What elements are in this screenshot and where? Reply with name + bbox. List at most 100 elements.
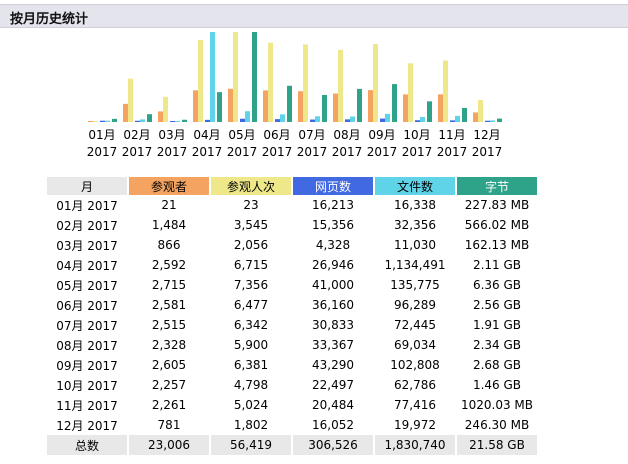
bar-hits-2 xyxy=(140,119,145,122)
cell-month: 10月 2017 xyxy=(56,378,118,393)
cell-visitors: 2,605 xyxy=(151,358,187,372)
col-header-pages: 网页数 xyxy=(293,177,373,195)
bar-visitors-4 xyxy=(193,90,198,122)
bar-pages-9 xyxy=(380,118,385,122)
bar-visits-10 xyxy=(408,63,413,122)
cell-month: 03月 2017 xyxy=(56,238,118,253)
cell-bytes: 2.34 GB xyxy=(472,338,522,352)
bar-visitors-2 xyxy=(123,103,128,122)
x-tick-year: 2017 xyxy=(367,145,398,158)
total-label: 总数 xyxy=(47,435,127,455)
bar-pages-1 xyxy=(100,120,105,122)
x-tick-year: 2017 xyxy=(122,145,153,158)
cell-visitors: 2,592 xyxy=(151,258,187,272)
bar-hits-11 xyxy=(455,115,460,122)
bar-visitors-11 xyxy=(438,94,443,122)
cell-hits: 135,775 xyxy=(390,278,440,292)
table-row: 01月 2017 21 23 16,213 16,338 227.83 MB xyxy=(47,195,537,215)
cell-visits: 5,024 xyxy=(233,398,269,412)
total-hits: 1,830,740 xyxy=(375,435,455,455)
bar-bytes-8 xyxy=(357,88,362,122)
bar-visitors-9 xyxy=(368,90,373,122)
cell-visits: 3,545 xyxy=(233,218,269,232)
bar-pages-12 xyxy=(485,120,490,122)
cell-visits: 1,802 xyxy=(233,418,269,432)
cell-visitors: 2,715 xyxy=(151,278,187,292)
cell-pages: 16,213 xyxy=(312,198,354,212)
x-tick-year: 2017 xyxy=(157,145,188,158)
cell-hits: 16,338 xyxy=(394,198,436,212)
col-header-visits: 参观人次 xyxy=(211,177,291,195)
table-row: 08月 2017 2,328 5,900 33,367 69,034 2.34 … xyxy=(47,335,537,355)
bar-pages-11 xyxy=(450,120,455,122)
cell-month: 07月 2017 xyxy=(56,318,118,333)
bar-bytes-7 xyxy=(322,94,327,122)
cell-visits: 4,798 xyxy=(233,378,269,392)
bar-visitors-5 xyxy=(228,88,233,122)
cell-hits: 11,030 xyxy=(394,238,436,252)
bar-visitors-8 xyxy=(333,93,338,122)
cell-pages: 15,356 xyxy=(312,218,354,232)
cell-pages: 20,484 xyxy=(312,398,354,412)
bar-visitors-6 xyxy=(263,90,268,122)
x-tick-month: 12月 xyxy=(473,128,500,142)
cell-bytes: 162.13 MB xyxy=(464,238,530,252)
cell-visitors: 2,261 xyxy=(151,398,187,412)
x-tick-year: 2017 xyxy=(192,145,223,158)
bar-pages-6 xyxy=(275,119,280,122)
x-tick-year: 2017 xyxy=(297,145,328,158)
section-header: 按月历史统计 xyxy=(0,4,628,28)
bar-pages-10 xyxy=(415,120,420,122)
x-tick-year: 2017 xyxy=(262,145,293,158)
bar-visits-7 xyxy=(303,44,308,122)
bar-pages-8 xyxy=(345,119,350,122)
bar-hits-3 xyxy=(175,121,180,122)
cell-bytes: 2.56 GB xyxy=(472,298,522,312)
cell-hits: 62,786 xyxy=(394,378,436,392)
section-title: 按月历史统计 xyxy=(10,12,89,27)
cell-visitors: 2,581 xyxy=(151,298,187,312)
table-row: 06月 2017 2,581 6,477 36,160 96,289 2.56 … xyxy=(47,295,537,315)
bar-hits-9 xyxy=(385,113,390,122)
cell-month: 12月 2017 xyxy=(56,418,118,433)
cell-bytes: 2.11 GB xyxy=(472,258,522,272)
total-visitors: 23,006 xyxy=(129,435,209,455)
total-visits: 56,419 xyxy=(211,435,291,455)
table-row: 12月 2017 781 1,802 16,052 19,972 246.30 … xyxy=(47,415,537,435)
cell-month: 06月 2017 xyxy=(56,298,118,313)
bar-visits-11 xyxy=(443,60,448,122)
table-header-row: 月 参观者 参观人次 网页数 文件数 字节 xyxy=(47,177,537,195)
cell-month: 04月 2017 xyxy=(56,258,118,273)
x-tick-month: 08月 xyxy=(333,128,360,142)
cell-pages: 33,367 xyxy=(312,338,354,352)
cell-visits: 2,056 xyxy=(233,238,269,252)
bar-hits-4 xyxy=(210,32,215,122)
cell-pages: 4,328 xyxy=(315,238,351,252)
cell-month: 01月 2017 xyxy=(56,198,118,213)
cell-bytes: 246.30 MB xyxy=(464,418,530,432)
bar-visits-4 xyxy=(198,39,203,122)
monthly-history-chart: 01月 2017 02月 2017 03月 2017 04月 2017 05月 2017 06月 20… xyxy=(87,32,502,158)
table-row: 03月 2017 866 2,056 4,328 11,030 162.13 M… xyxy=(47,235,537,255)
bar-pages-2 xyxy=(135,120,140,122)
bar-bytes-1 xyxy=(112,118,117,122)
x-tick-month: 06月 xyxy=(263,128,290,142)
table-row: 05月 2017 2,715 7,356 41,000 135,775 6.36… xyxy=(47,275,537,295)
x-tick-month: 10月 xyxy=(403,128,430,142)
cell-visitors: 781 xyxy=(157,418,181,432)
bar-visits-1 xyxy=(93,121,98,122)
bar-bytes-5 xyxy=(252,32,257,122)
cell-visitors: 21 xyxy=(161,198,177,212)
col-header-month: 月 xyxy=(47,177,127,195)
cell-month: 02月 2017 xyxy=(56,218,118,233)
bar-visitors-3 xyxy=(158,111,163,122)
cell-pages: 22,497 xyxy=(312,378,354,392)
cell-pages: 41,000 xyxy=(312,278,354,292)
bar-hits-8 xyxy=(350,116,355,122)
table-row: 09月 2017 2,605 6,381 43,290 102,808 2.68… xyxy=(47,355,537,375)
bar-visits-3 xyxy=(163,96,168,122)
cell-hits: 96,289 xyxy=(394,298,436,312)
table-row: 04月 2017 2,592 6,715 26,946 1,134,491 2.… xyxy=(47,255,537,275)
x-tick-month: 03月 xyxy=(158,128,185,142)
bar-hits-10 xyxy=(420,117,425,122)
